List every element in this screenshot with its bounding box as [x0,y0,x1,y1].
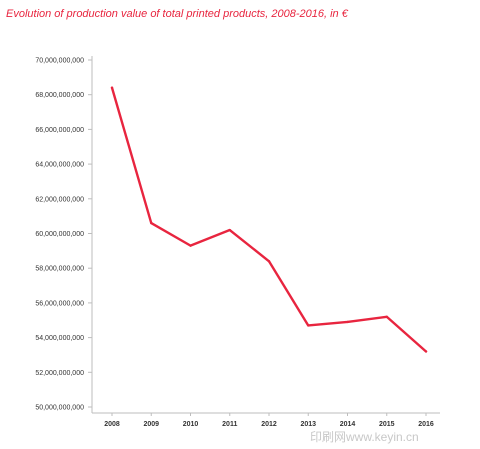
data-point [189,244,192,247]
data-point [346,320,349,324]
data-point [267,260,271,263]
watermark-text: 印刷网www.keyin.cn [310,430,419,444]
y-tick-label: 60,000,000,000 [35,231,84,238]
x-tick-label: 2009 [143,421,159,428]
y-tick-label: 58,000,000,000 [35,266,84,273]
x-tick-label: 2011 [222,421,237,428]
chart-title: Evolution of production value of total p… [6,8,348,20]
data-point [385,315,388,318]
data-point [228,228,231,232]
x-tick-label: 2015 [379,421,395,428]
series-line [110,86,428,353]
x-tick-label: 2008 [104,421,120,428]
x-tick-label: 2013 [300,421,316,428]
y-tick-label: 52,000,000,000 [35,370,84,377]
series-group [110,86,428,353]
x-tick-label: 2016 [418,421,434,428]
data-point [110,86,114,89]
y-tick-label: 62,000,000,000 [35,196,84,203]
x-tick-label: 2010 [183,421,199,428]
data-point [307,324,310,327]
x-tick-label: 2012 [261,421,277,428]
x-tick-label: 2014 [340,421,356,428]
y-tick-label: 66,000,000,000 [35,127,84,134]
y-tick-label: 56,000,000,000 [35,300,84,307]
data-point [424,350,428,353]
x-axis: 2008 2009 2010 2011 2012 2013 2014 2015 2016 [92,412,440,428]
y-tick-label: 54,000,000,000 [35,335,84,342]
y-axis: 50,000,000,000 52,000,000,000 54,000,000,0… [35,56,93,413]
y-tick-label: 68,000,000,000 [35,92,84,99]
y-tick-label: 64,000,000,000 [35,162,84,169]
data-point [150,221,153,225]
y-tick-label: 50,000,000,000 [35,405,84,412]
y-tick-label: 70,000,000,000 [35,58,84,65]
